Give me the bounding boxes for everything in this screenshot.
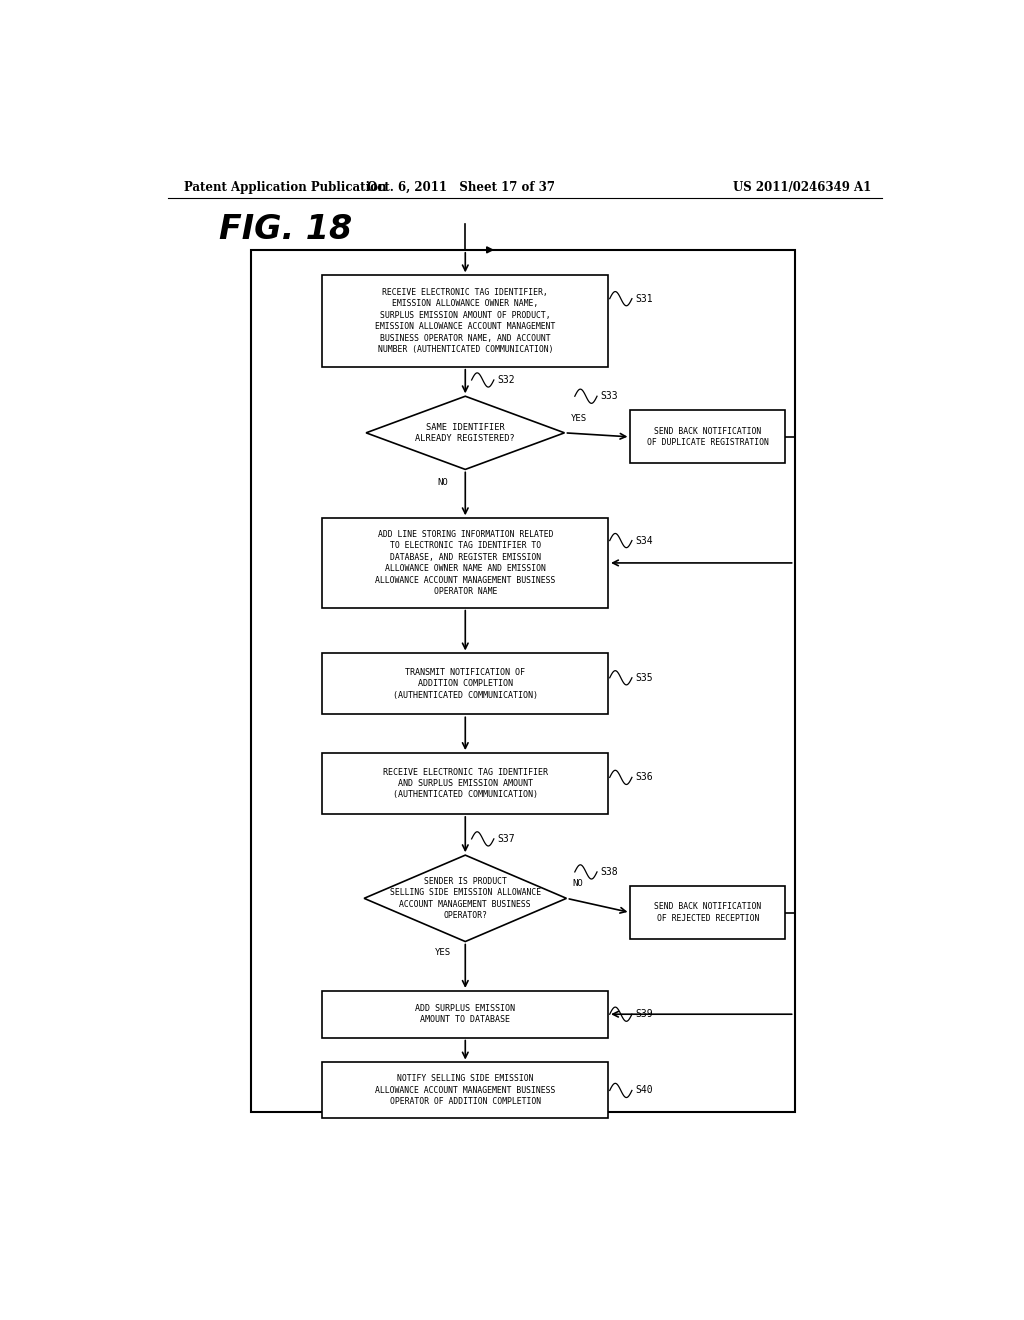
- Text: S32: S32: [497, 375, 515, 385]
- Text: SENDER IS PRODUCT
SELLING SIDE EMISSION ALLOWANCE
ACCOUNT MANAGEMENT BUSINESS
OP: SENDER IS PRODUCT SELLING SIDE EMISSION …: [390, 876, 541, 920]
- FancyBboxPatch shape: [323, 276, 608, 367]
- Text: NOTIFY SELLING SIDE EMISSION
ALLOWANCE ACCOUNT MANAGEMENT BUSINESS
OPERATOR OF A: NOTIFY SELLING SIDE EMISSION ALLOWANCE A…: [375, 1074, 555, 1106]
- Text: S33: S33: [600, 391, 617, 401]
- Text: S35: S35: [635, 673, 652, 682]
- Text: NO: NO: [437, 478, 449, 487]
- Text: S34: S34: [635, 536, 652, 545]
- FancyBboxPatch shape: [631, 411, 785, 463]
- Text: S37: S37: [497, 834, 515, 843]
- Text: TRANSMIT NOTIFICATION OF
ADDITION COMPLETION
(AUTHENTICATED COMMUNICATION): TRANSMIT NOTIFICATION OF ADDITION COMPLE…: [393, 668, 538, 700]
- Text: Patent Application Publication: Patent Application Publication: [183, 181, 386, 194]
- Text: Oct. 6, 2011   Sheet 17 of 37: Oct. 6, 2011 Sheet 17 of 37: [368, 181, 555, 194]
- Text: RECEIVE ELECTRONIC TAG IDENTIFIER,
EMISSION ALLOWANCE OWNER NAME,
SURPLUS EMISSI: RECEIVE ELECTRONIC TAG IDENTIFIER, EMISS…: [375, 288, 555, 354]
- Text: S40: S40: [635, 1085, 652, 1096]
- Text: YES: YES: [435, 948, 452, 957]
- Text: SEND BACK NOTIFICATION
OF REJECTED RECEPTION: SEND BACK NOTIFICATION OF REJECTED RECEP…: [654, 903, 762, 923]
- Text: YES: YES: [570, 413, 587, 422]
- Text: FIG. 18: FIG. 18: [219, 213, 352, 246]
- Text: S38: S38: [600, 867, 617, 876]
- FancyBboxPatch shape: [323, 991, 608, 1038]
- FancyBboxPatch shape: [631, 886, 785, 939]
- Text: S36: S36: [635, 772, 652, 783]
- Text: ADD SURPLUS EMISSION
AMOUNT TO DATABASE: ADD SURPLUS EMISSION AMOUNT TO DATABASE: [416, 1005, 515, 1024]
- Text: SEND BACK NOTIFICATION
OF DUPLICATE REGISTRATION: SEND BACK NOTIFICATION OF DUPLICATE REGI…: [647, 426, 769, 447]
- Polygon shape: [367, 396, 564, 470]
- Text: S39: S39: [635, 1010, 652, 1019]
- Polygon shape: [365, 855, 566, 941]
- FancyBboxPatch shape: [323, 1063, 608, 1118]
- Text: US 2011/0246349 A1: US 2011/0246349 A1: [733, 181, 871, 194]
- Text: ADD LINE STORING INFORMATION RELATED
TO ELECTRONIC TAG IDENTIFIER TO
DATABASE, A: ADD LINE STORING INFORMATION RELATED TO …: [375, 529, 555, 597]
- FancyBboxPatch shape: [323, 752, 608, 814]
- FancyBboxPatch shape: [323, 519, 608, 607]
- Text: S31: S31: [635, 293, 652, 304]
- FancyBboxPatch shape: [323, 653, 608, 714]
- Text: SAME IDENTIFIER
ALREADY REGISTERED?: SAME IDENTIFIER ALREADY REGISTERED?: [416, 422, 515, 444]
- Text: RECEIVE ELECTRONIC TAG IDENTIFIER
AND SURPLUS EMISSION AMOUNT
(AUTHENTICATED COM: RECEIVE ELECTRONIC TAG IDENTIFIER AND SU…: [383, 767, 548, 800]
- Text: NO: NO: [572, 879, 584, 888]
